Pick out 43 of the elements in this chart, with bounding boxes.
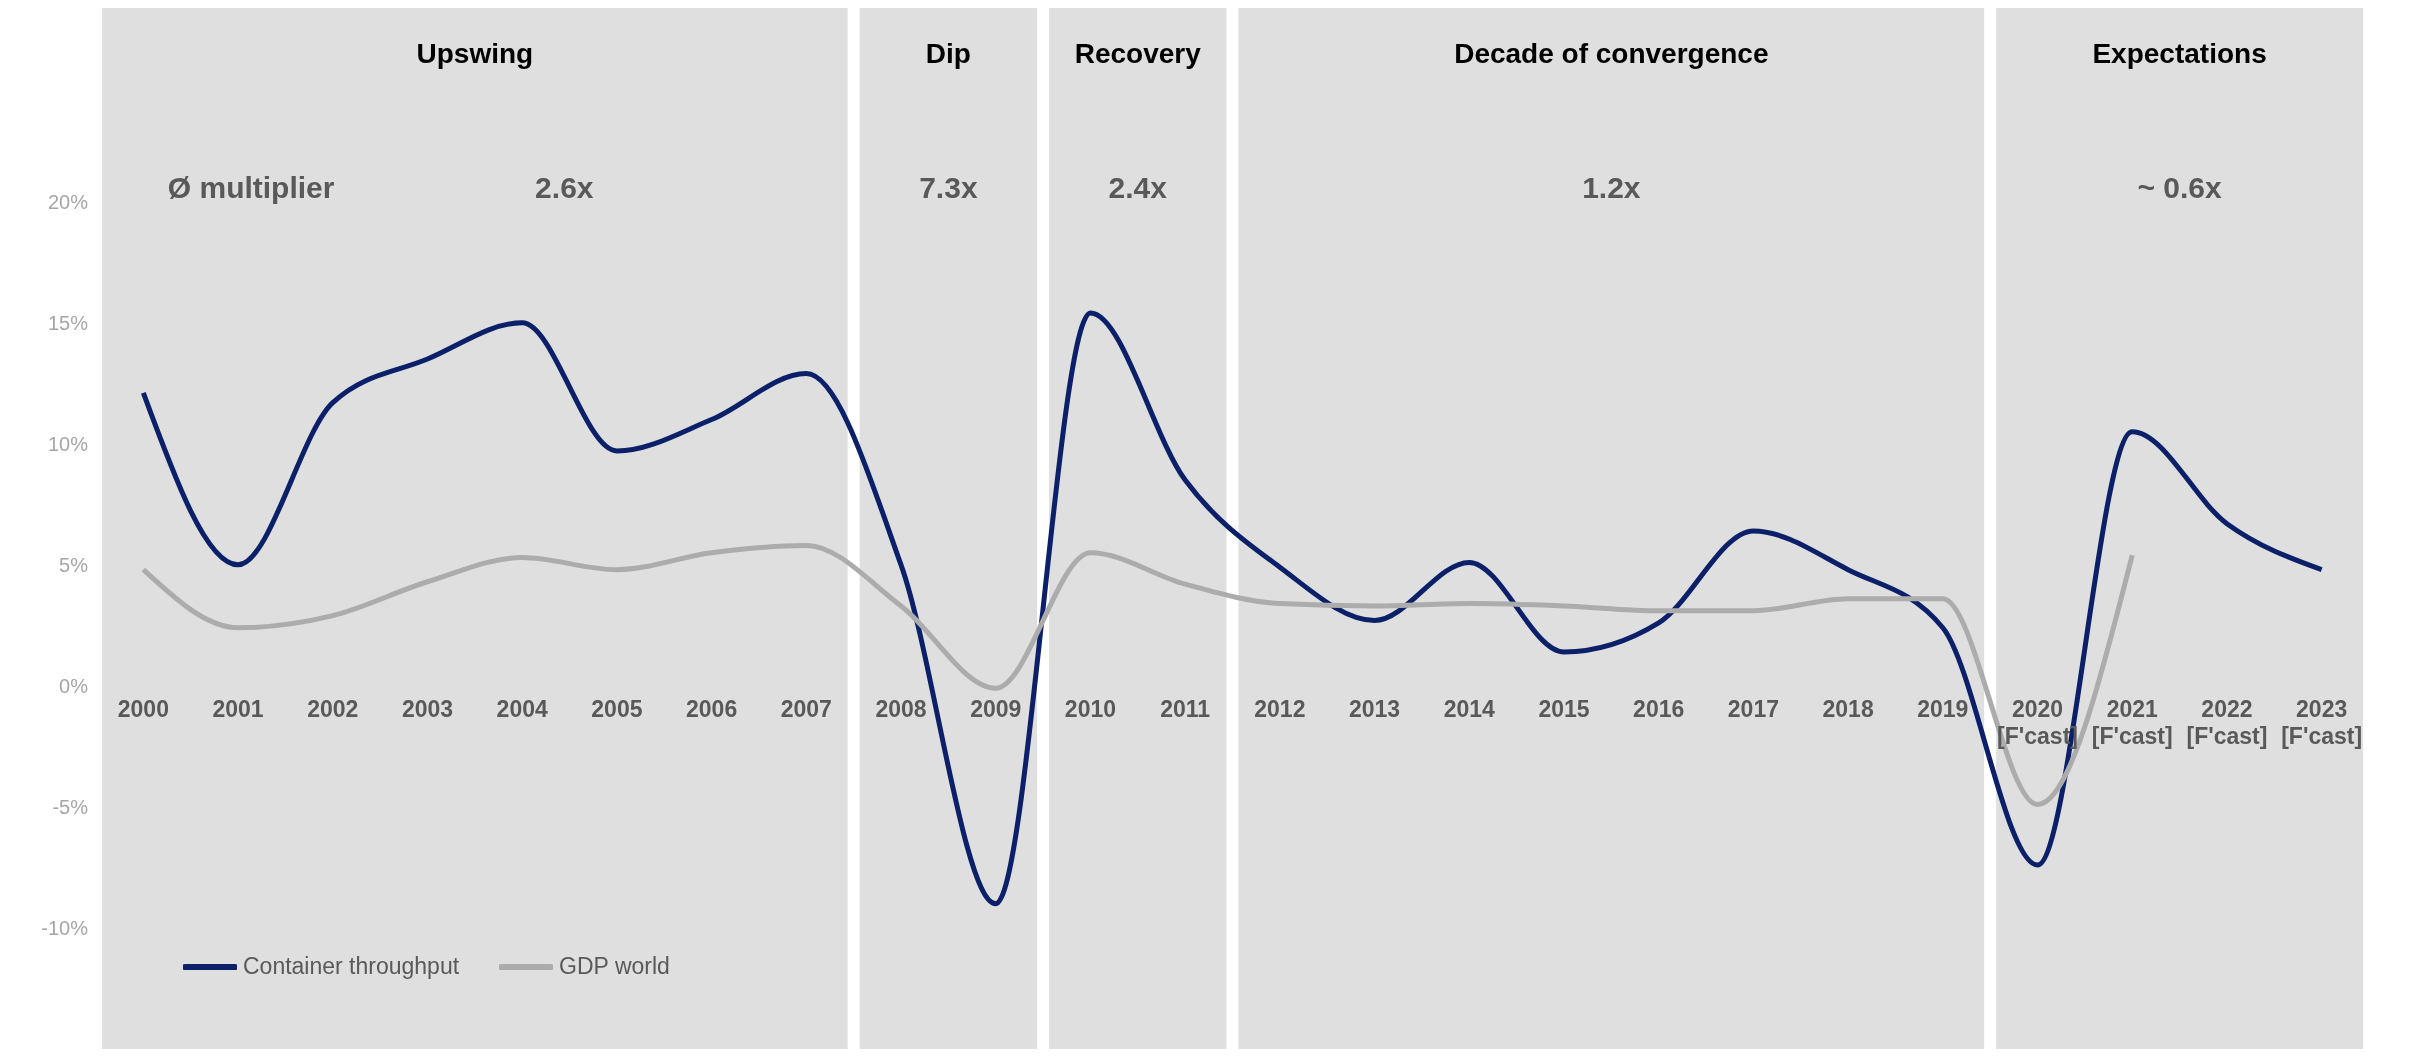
y-tick-label: 20% [47,190,89,213]
y-tick-label: 15% [47,311,89,334]
band-label: Dip [925,38,971,69]
y-tick-label: 0% [59,674,89,697]
y-tick-label: 10% [47,432,89,455]
x-tick-label: 2023 [F'cast] [2281,695,2363,749]
x-tick-label: 2017 [1727,695,1779,722]
x-tick-label: 2021 [F'cast] [2091,695,2173,749]
annotation: Ø multiplier [167,171,335,204]
legend-label: GDP world [559,953,670,980]
x-tick-label: 2006 [686,695,738,722]
x-tick-label: 2012 [1254,695,1306,722]
x-tick-label: 2016 [1633,695,1685,722]
x-tick-label: 2004 [496,695,548,722]
x-tick-label: 2005 [591,695,643,722]
annotation: ~ 0.6x [2137,171,2223,204]
annotation: 7.3x [919,171,978,204]
x-tick-label: 2018 [1822,695,1874,722]
annotation: 2.6x [535,171,594,204]
legend-label: Container throughput [243,953,460,980]
band-label: Recovery [1074,38,1202,69]
x-tick-label: 2000 [117,695,169,722]
x-tick-label: 2003 [401,695,454,722]
x-tick-label: 2011 [1160,695,1211,722]
band-label: Decade of convergence [1454,38,1769,69]
x-tick-label: 2007 [780,695,832,722]
band-label: Upswing [416,38,534,69]
y-tick-label: -5% [52,796,89,819]
x-tick-label: 2022 [F'cast] [2186,695,2268,749]
band-label: Expectations [2092,38,2267,69]
x-tick-label: 2010 [1064,695,1117,722]
x-tick-label: 2015 [1538,695,1590,722]
x-tick-label: 2014 [1443,695,1496,722]
y-tick-label: 5% [59,553,89,576]
x-tick-label: 2019 [1917,695,1969,722]
x-tick-label: 2013 [1348,695,1401,722]
x-tick-label: 2001 [212,695,264,722]
annotation: 2.4x [1108,171,1168,204]
x-tick-label: 2008 [875,695,927,722]
x-tick-label: 2009 [970,695,1022,722]
x-tick-label: 2002 [307,695,359,722]
annotation: 1.2x [1582,171,1641,204]
y-tick-label: -10% [41,917,89,940]
